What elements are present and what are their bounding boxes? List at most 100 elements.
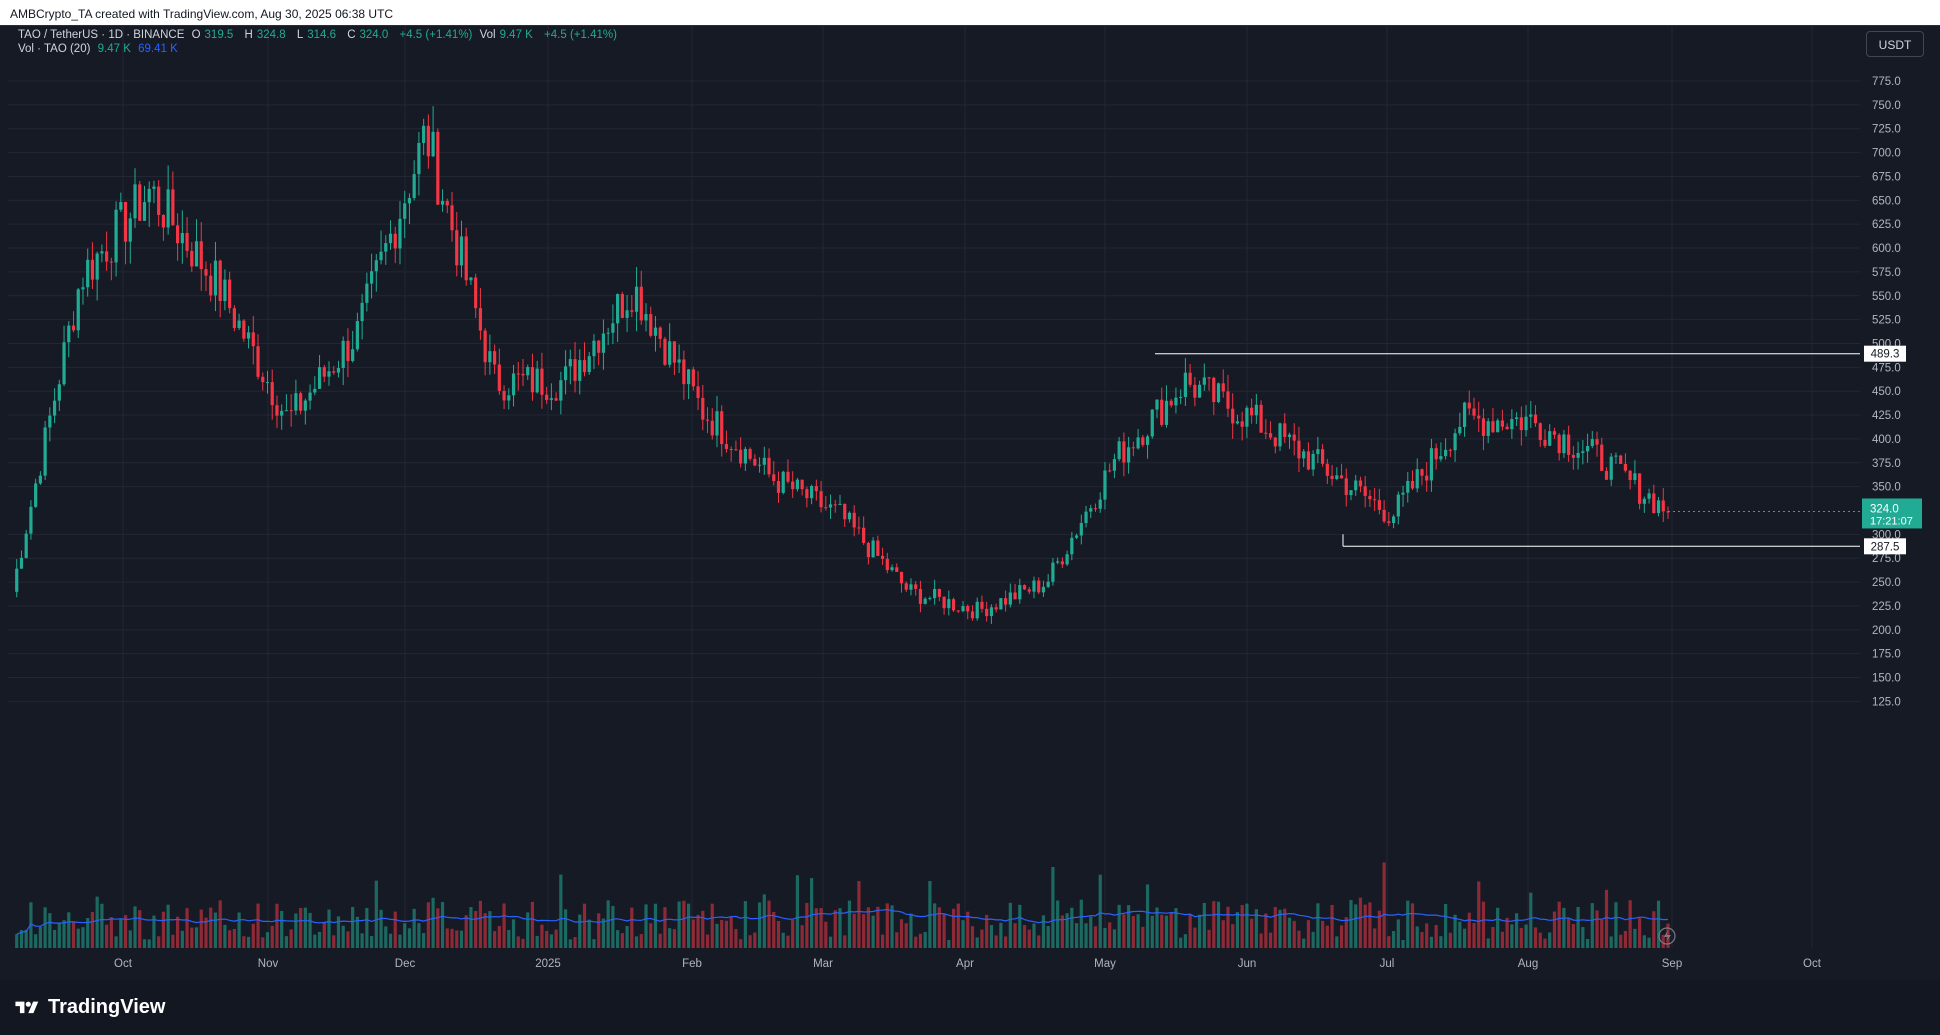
volume-bar	[1609, 936, 1613, 948]
candle-body	[885, 558, 889, 571]
candle-body	[232, 308, 236, 328]
volume-bar	[649, 923, 653, 948]
candle-body	[757, 464, 762, 466]
volume-bar	[1614, 902, 1618, 948]
candle-body	[1070, 537, 1074, 555]
candle-body	[630, 310, 634, 312]
volume-bar	[1297, 930, 1301, 948]
candle-body	[975, 601, 979, 619]
candle-body	[1505, 426, 1509, 430]
volume-bar	[1330, 905, 1334, 948]
candle-body	[1410, 480, 1415, 489]
volume-bar	[43, 907, 47, 948]
candle-body	[1316, 449, 1320, 454]
candle-body	[720, 411, 724, 445]
volume-bar	[464, 915, 468, 948]
volume-bar	[653, 903, 658, 948]
volume-bar	[1368, 902, 1372, 948]
y-tick-label: 400.0	[1872, 434, 1901, 446]
candle-body	[1581, 451, 1585, 454]
last-price-value: 324.0	[1870, 503, 1899, 515]
candle-body	[1131, 447, 1135, 449]
candle-body	[578, 360, 582, 381]
volume-bar	[346, 931, 350, 948]
volume-bar	[535, 935, 539, 948]
tradingview-logo[interactable]: TradingView	[12, 996, 165, 1019]
volume-bar	[833, 910, 837, 948]
candle-body	[1013, 592, 1017, 600]
candle-body	[1254, 404, 1258, 416]
volume-bar	[398, 934, 402, 948]
volume-bar	[1358, 897, 1363, 948]
volume-bar	[1396, 919, 1400, 948]
volume-bar	[511, 919, 516, 948]
candle-body	[824, 507, 828, 509]
volume-bar	[1306, 920, 1311, 948]
x-tick-label: Oct	[1803, 958, 1822, 970]
x-tick-label: Feb	[682, 958, 702, 970]
volume-bar	[871, 915, 875, 948]
candle-body	[970, 611, 975, 619]
volume-bar	[1633, 928, 1637, 948]
candle-body	[1552, 431, 1557, 435]
volume-bar	[724, 920, 729, 948]
volume-bar	[1491, 926, 1495, 948]
candle-body	[119, 201, 123, 210]
candle-body	[1103, 470, 1107, 500]
change-value: +4.5 (+1.41%)	[399, 29, 473, 41]
symbol-label: TAO / TetherUS · 1D · BINANCE	[18, 29, 185, 41]
candle-body	[606, 332, 610, 334]
volume-bar	[303, 907, 307, 948]
volume-bar	[374, 880, 378, 948]
candle-body	[828, 504, 833, 508]
chart-panel[interactable]: 125.0 150.0 175.0 200.0 225.0 250.0 275.0 300.0…	[0, 25, 1940, 981]
candle-body	[587, 356, 591, 373]
volume-bar	[1122, 914, 1126, 948]
candle-body	[535, 368, 539, 393]
volume-bar	[1415, 926, 1419, 948]
volume-bar	[417, 923, 421, 948]
candle-body	[19, 557, 24, 569]
candle-body	[1221, 383, 1225, 392]
volume-bar	[308, 912, 312, 948]
candle-body	[1193, 384, 1197, 398]
level-label: 287.5	[1871, 541, 1900, 553]
volume-bar	[625, 925, 629, 948]
volume-bar	[299, 908, 303, 948]
candle-body	[393, 233, 397, 249]
volume-bar	[223, 924, 227, 948]
volume-bar	[819, 908, 823, 948]
x-tick-label: May	[1094, 958, 1116, 970]
volume-bar	[289, 929, 293, 948]
volume-bar	[1089, 916, 1093, 948]
volume-bar	[1647, 937, 1651, 948]
volume-bar	[57, 922, 61, 948]
countdown-timer: 17:21:07	[1870, 515, 1913, 527]
candle-body	[228, 279, 232, 309]
volume-bar	[67, 912, 71, 948]
candle-body	[895, 567, 899, 572]
candle-body	[237, 320, 241, 328]
candle-body	[270, 382, 274, 406]
level-label-bg	[1864, 538, 1906, 555]
volume-bar	[488, 911, 492, 948]
candle-body	[171, 189, 175, 226]
candle-body	[1240, 421, 1244, 427]
volume-bar	[251, 923, 255, 948]
candle-body	[1074, 535, 1079, 538]
price-chart[interactable]: 125.0150.0175.0200.0225.0250.0275.0300.0…	[0, 26, 1940, 981]
volume-bar	[1150, 915, 1154, 948]
candle-body	[1439, 456, 1443, 460]
x-tick-label: Aug	[1518, 958, 1538, 970]
candle-body	[1595, 439, 1599, 445]
volume-bar	[1486, 938, 1490, 948]
volume-bar	[1193, 927, 1197, 948]
volume-bar	[1235, 912, 1240, 948]
volume-bar	[1604, 889, 1609, 948]
volume-bar	[1434, 925, 1438, 948]
volume-bar	[1207, 929, 1211, 948]
volume-bar	[956, 903, 960, 948]
currency-button[interactable]: USDT	[1866, 31, 1924, 57]
candle-body	[412, 174, 416, 198]
candle-body	[677, 359, 681, 363]
